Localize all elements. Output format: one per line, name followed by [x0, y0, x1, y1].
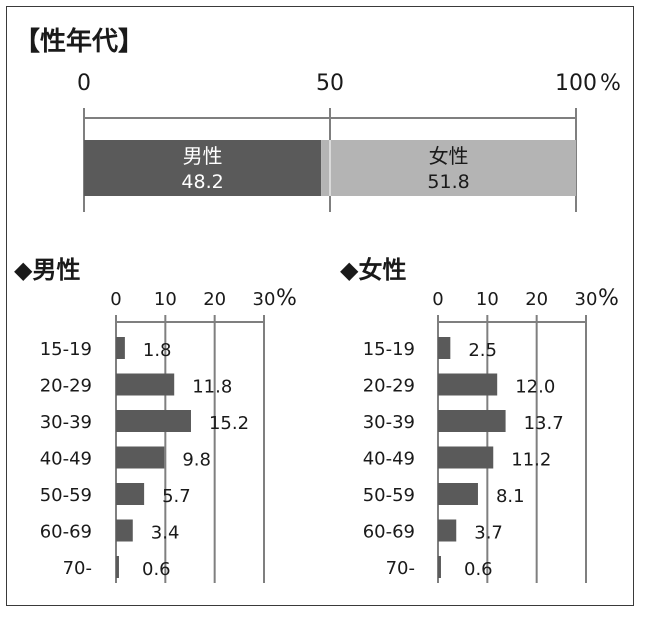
category-label: 70- — [386, 558, 415, 579]
bar-value-label: 11.2 — [511, 450, 551, 471]
bar — [116, 556, 119, 578]
bar-value-label: 0.6 — [464, 559, 493, 580]
stacked-bar-segment — [84, 140, 322, 196]
bar — [438, 483, 478, 505]
bar — [116, 410, 191, 432]
category-label: 60-69 — [363, 522, 415, 543]
bar — [116, 373, 175, 396]
bar-value-label: 2.5 — [468, 340, 497, 361]
bar-value-label: 9.8 — [182, 450, 211, 471]
subchart-unit: % — [598, 286, 619, 311]
bar-value-label: 13.7 — [524, 413, 564, 434]
segment-value-label: 48.2 — [181, 171, 223, 193]
category-label: 60-69 — [40, 522, 92, 543]
subchart-title: ◆男性 — [14, 256, 80, 284]
category-label: 15-19 — [363, 339, 415, 360]
top-axis-unit: % — [600, 71, 621, 96]
category-label: 40-49 — [40, 449, 92, 470]
category-label: 70- — [63, 558, 92, 579]
bar-value-label: 5.7 — [162, 486, 191, 507]
bar-value-label: 3.7 — [474, 523, 503, 544]
segment-series-label: 男性 — [183, 144, 223, 168]
category-label: 20-29 — [40, 376, 92, 397]
bar-value-label: 3.4 — [151, 523, 180, 544]
subchart-tick-label: 20 — [203, 289, 226, 310]
top-axis-tick-label: 0 — [77, 71, 91, 96]
bar-value-label: 1.8 — [143, 340, 172, 361]
bar-value-label: 15.2 — [209, 413, 249, 434]
bar — [438, 410, 506, 432]
bar — [116, 446, 165, 469]
category-label: 15-19 — [40, 339, 92, 360]
category-label: 30-39 — [40, 412, 92, 433]
subchart-tick-label: 10 — [154, 289, 177, 310]
bar — [116, 337, 125, 359]
subchart-unit: % — [276, 286, 297, 311]
bar-value-label: 0.6 — [142, 559, 171, 580]
subchart-tick-label: 30 — [253, 289, 276, 310]
category-label: 50-59 — [40, 485, 92, 506]
bar — [438, 446, 494, 469]
subchart-title: ◆女性 — [340, 256, 406, 284]
bar-value-label: 11.8 — [192, 377, 232, 398]
page-title: 【性年代】 — [14, 26, 144, 57]
top-axis-tick-label: 50 — [316, 71, 344, 96]
bar — [438, 373, 498, 396]
subchart-tick-label: 0 — [432, 289, 443, 310]
subchart-tick-label: 20 — [525, 289, 548, 310]
chart-frame — [6, 6, 634, 606]
bar — [438, 556, 441, 578]
stacked-bar-segment — [321, 140, 576, 196]
subchart-tick-label: 30 — [575, 289, 598, 310]
category-label: 30-39 — [363, 412, 415, 433]
category-label: 50-59 — [363, 485, 415, 506]
top-axis-tick-label: 100 — [555, 71, 597, 96]
bar — [438, 519, 457, 542]
category-label: 20-29 — [363, 376, 415, 397]
subchart-tick-label: 10 — [476, 289, 499, 310]
subchart-tick-label: 0 — [110, 289, 121, 310]
bar — [116, 483, 145, 505]
segment-value-label: 51.8 — [427, 171, 469, 193]
bar-value-label: 12.0 — [515, 377, 555, 398]
segment-series-label: 女性 — [429, 144, 469, 168]
category-label: 40-49 — [363, 449, 415, 470]
bar-value-label: 8.1 — [496, 486, 525, 507]
bar — [438, 337, 451, 359]
bar — [116, 519, 133, 542]
